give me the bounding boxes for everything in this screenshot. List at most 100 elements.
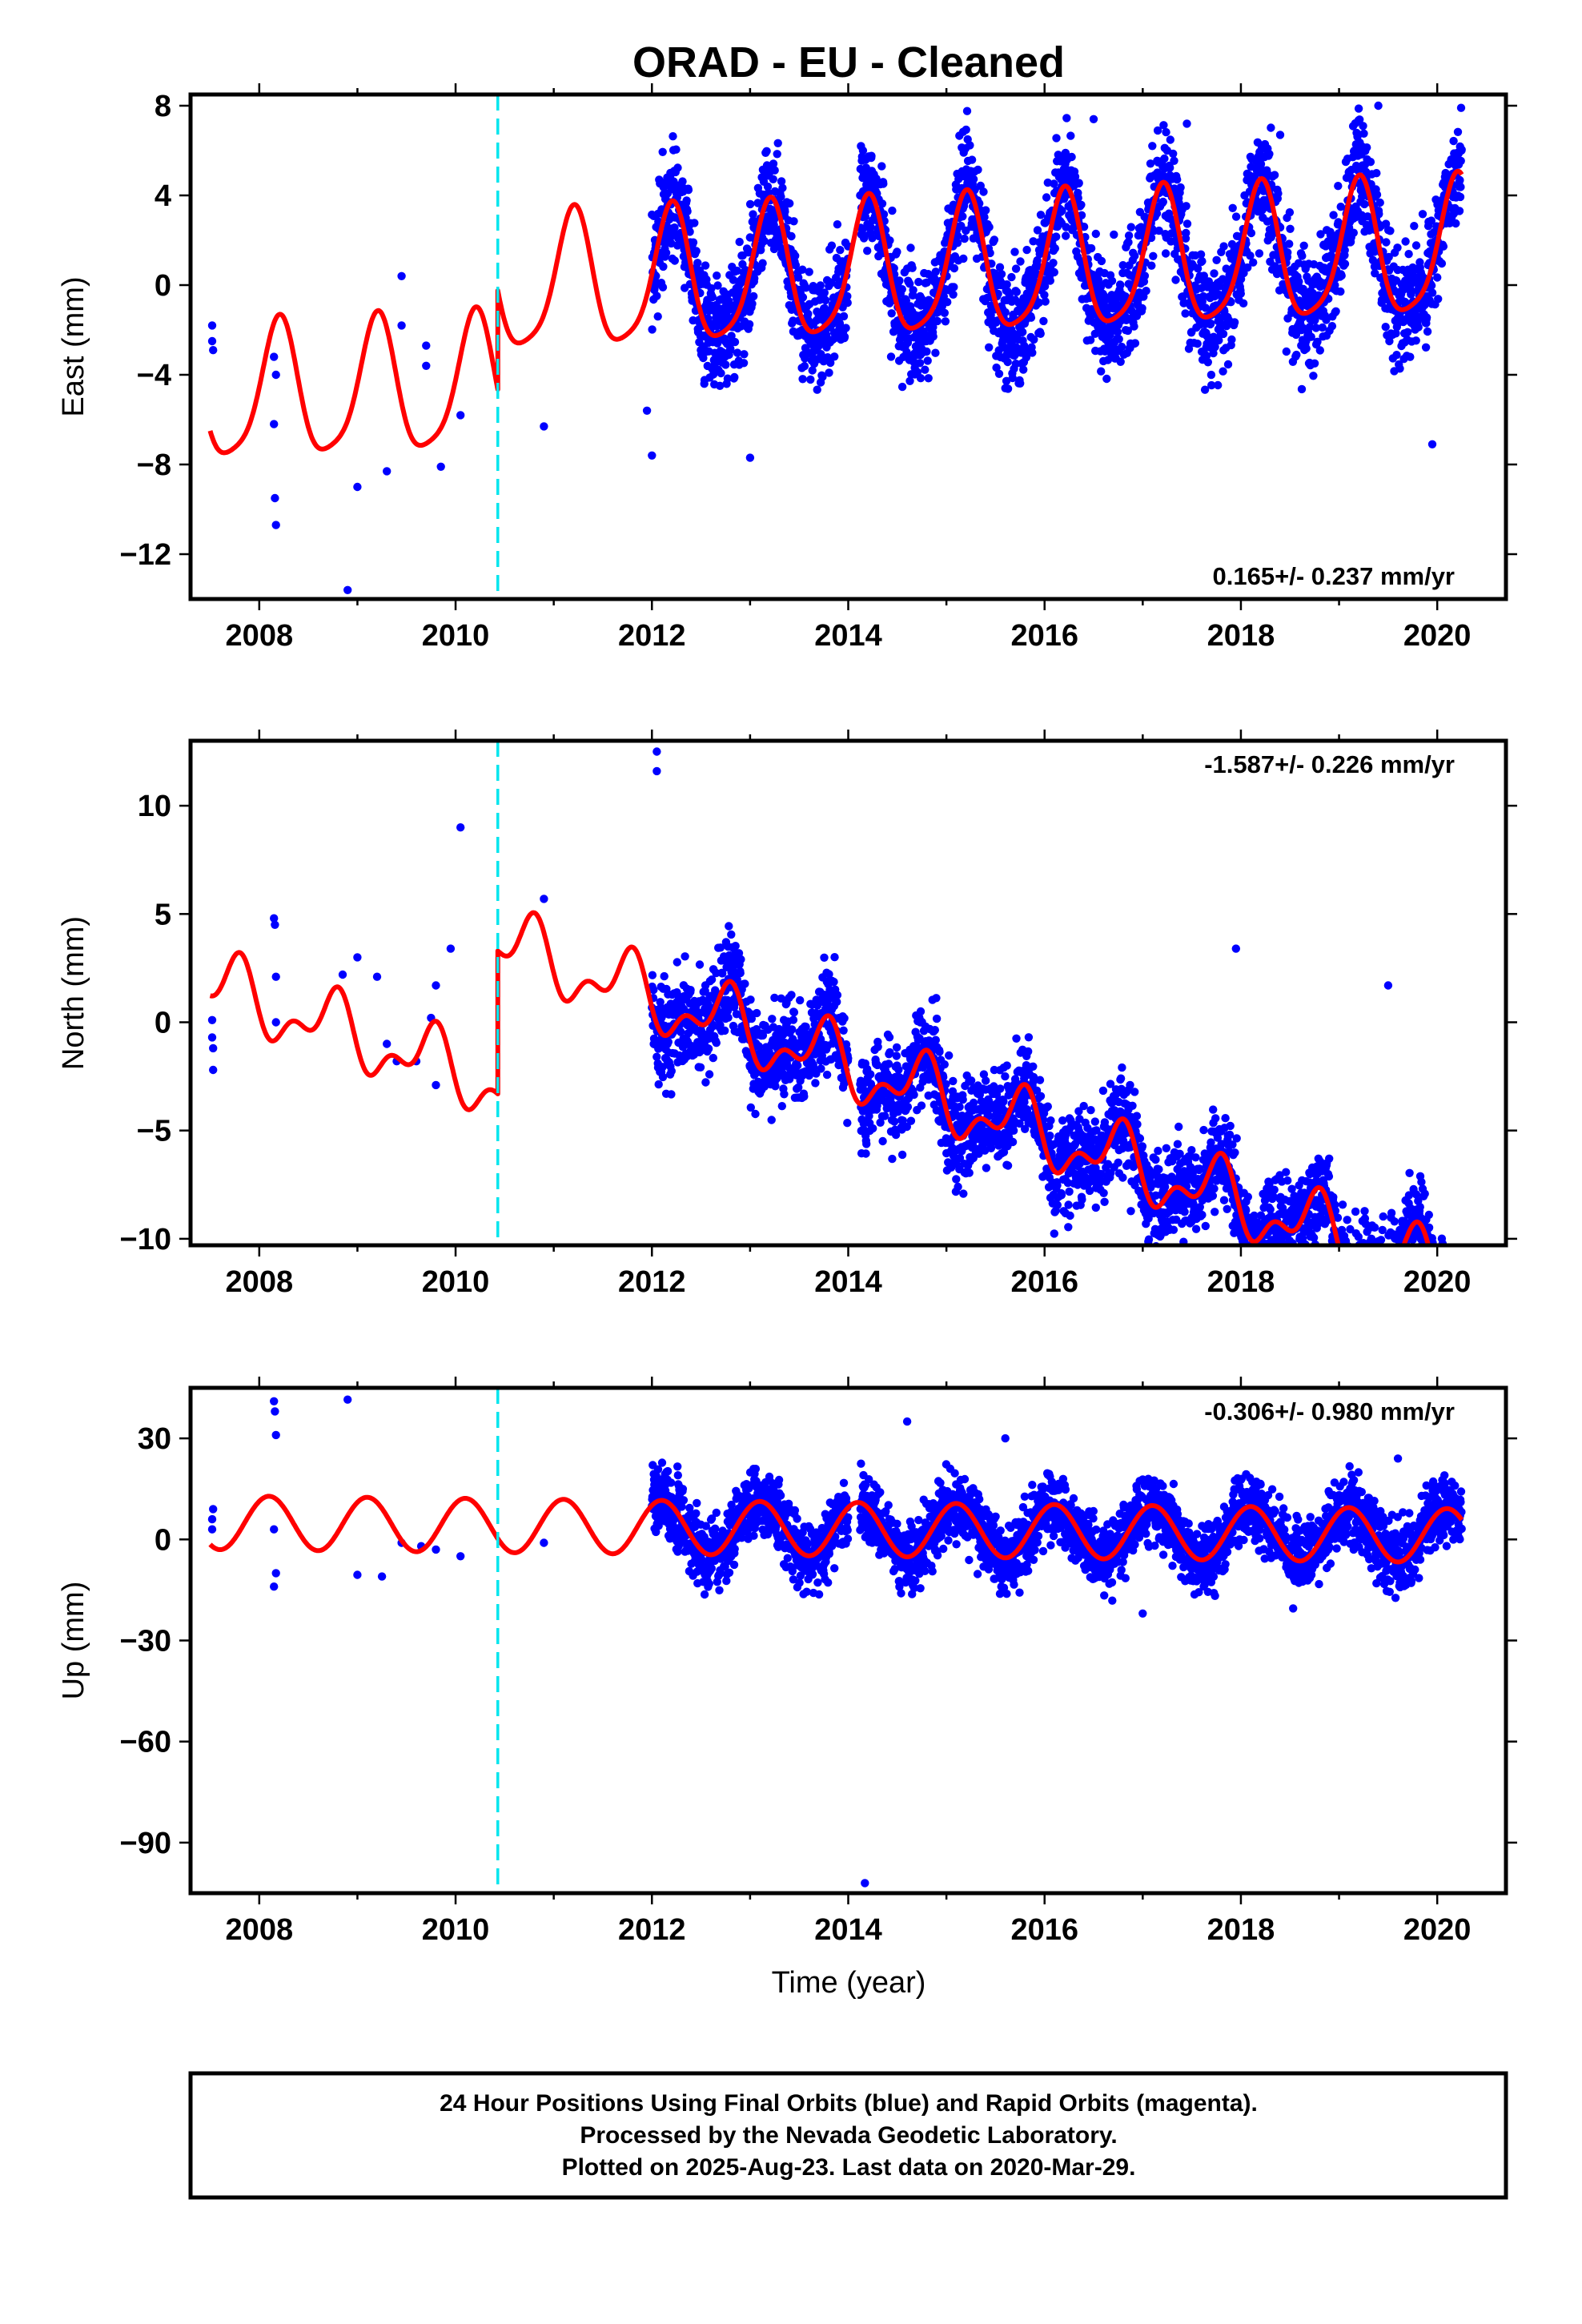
east-y-tick-label: −12 xyxy=(120,538,171,572)
north-data-point xyxy=(1083,1124,1092,1132)
east-data-point xyxy=(1267,123,1275,132)
north-data-point xyxy=(1057,1191,1066,1200)
north-data-point xyxy=(681,952,689,961)
east-y-tick-label: −8 xyxy=(137,448,171,482)
north-data-point xyxy=(909,1090,918,1100)
north-data-point xyxy=(731,942,740,951)
east-data-point xyxy=(1372,190,1382,199)
east-data-point xyxy=(1231,212,1241,221)
east-data-point xyxy=(1207,380,1216,390)
east-data-point xyxy=(1001,384,1010,392)
east-data-point xyxy=(1154,226,1163,235)
north-data-point xyxy=(1138,1142,1147,1151)
east-data-point xyxy=(730,372,739,382)
north-data-point xyxy=(916,1007,926,1016)
north-data-point xyxy=(724,1013,733,1022)
east-data-point xyxy=(1020,341,1029,350)
north-data-point xyxy=(796,995,805,1005)
east-data-point xyxy=(906,243,915,252)
north-data-point xyxy=(730,999,740,1008)
east-data-point xyxy=(777,192,785,201)
east-data-point xyxy=(1275,131,1285,139)
north-data-point xyxy=(873,1043,882,1051)
east-data-point xyxy=(1123,326,1133,336)
east-data-point xyxy=(922,278,931,287)
north-data-point xyxy=(727,930,736,939)
east-data-point xyxy=(1439,242,1448,251)
north-data-point xyxy=(721,1026,729,1035)
east-data-point xyxy=(1170,156,1178,165)
north-data-point xyxy=(932,994,941,1003)
north-data-point xyxy=(1053,1200,1062,1210)
east-data-point xyxy=(745,453,755,462)
east-data-point xyxy=(692,247,701,255)
east-data-point xyxy=(1201,304,1211,312)
east-data-point xyxy=(758,259,767,267)
east-data-point xyxy=(1166,163,1174,172)
east-data-point xyxy=(933,316,942,326)
east-data-point xyxy=(1007,272,1016,282)
north-data-point xyxy=(884,1059,893,1068)
east-data-point xyxy=(1117,342,1126,352)
north-data-point xyxy=(985,1112,994,1120)
east-y-tick-label: 0 xyxy=(155,269,171,303)
east-data-point xyxy=(1171,275,1180,284)
east-data-point xyxy=(813,385,821,394)
north-data-point xyxy=(1130,1088,1139,1096)
east-data-point xyxy=(271,370,280,380)
east-data-point xyxy=(693,259,702,267)
east-data-point xyxy=(1427,288,1437,297)
north-data-point xyxy=(816,1035,825,1043)
east-data-point xyxy=(914,277,923,287)
east-data-point xyxy=(1050,267,1059,277)
north-data-point xyxy=(725,922,733,931)
east-data-point xyxy=(1058,207,1066,215)
east-data-point xyxy=(1228,203,1237,212)
east-data-point xyxy=(1036,211,1046,219)
east-data-point xyxy=(1182,228,1191,238)
east-plot-area xyxy=(207,94,1466,599)
east-data-point xyxy=(669,132,677,141)
north-data-point xyxy=(1036,1092,1046,1101)
north-data-point xyxy=(709,1053,717,1063)
east-data-point xyxy=(733,266,741,275)
north-data-point xyxy=(432,1080,440,1090)
north-data-point xyxy=(930,1026,940,1035)
north-data-point xyxy=(974,1149,983,1158)
east-data-point xyxy=(1149,251,1158,260)
north-data-point xyxy=(741,979,749,988)
east-data-point xyxy=(1230,318,1239,327)
east-data-point xyxy=(1452,219,1460,228)
east-data-point xyxy=(271,521,280,529)
east-data-point xyxy=(954,231,962,240)
east-data-point xyxy=(1049,259,1058,267)
east-data-point xyxy=(798,375,807,384)
east-data-point xyxy=(995,263,1005,271)
east-data-point xyxy=(1349,228,1359,237)
north-data-point xyxy=(1116,1074,1126,1083)
east-data-point xyxy=(1116,357,1125,366)
north-data-point xyxy=(1002,1061,1011,1070)
east-data-point xyxy=(1061,148,1070,158)
east-data-point xyxy=(1340,246,1349,255)
north-data-point xyxy=(897,1150,907,1160)
north-data-point xyxy=(270,914,279,923)
east-data-point xyxy=(1116,280,1125,290)
east-data-point xyxy=(1214,380,1223,390)
east-data-point xyxy=(1152,209,1162,218)
north-data-point xyxy=(942,1080,950,1089)
east-data-point xyxy=(1138,304,1146,313)
north-data-point xyxy=(674,991,683,1001)
north-data-point xyxy=(906,1116,916,1125)
east-data-point xyxy=(1385,336,1394,346)
east-data-point xyxy=(1286,224,1295,233)
north-data-point xyxy=(820,953,829,963)
east-data-point xyxy=(1052,232,1061,241)
east-data-point xyxy=(1437,259,1447,268)
east-data-point xyxy=(877,199,887,208)
north-data-point xyxy=(793,1061,802,1070)
north-data-point xyxy=(833,997,841,1007)
east-data-point xyxy=(1285,239,1294,248)
east-data-point xyxy=(808,366,817,375)
east-data-point xyxy=(1354,104,1363,113)
